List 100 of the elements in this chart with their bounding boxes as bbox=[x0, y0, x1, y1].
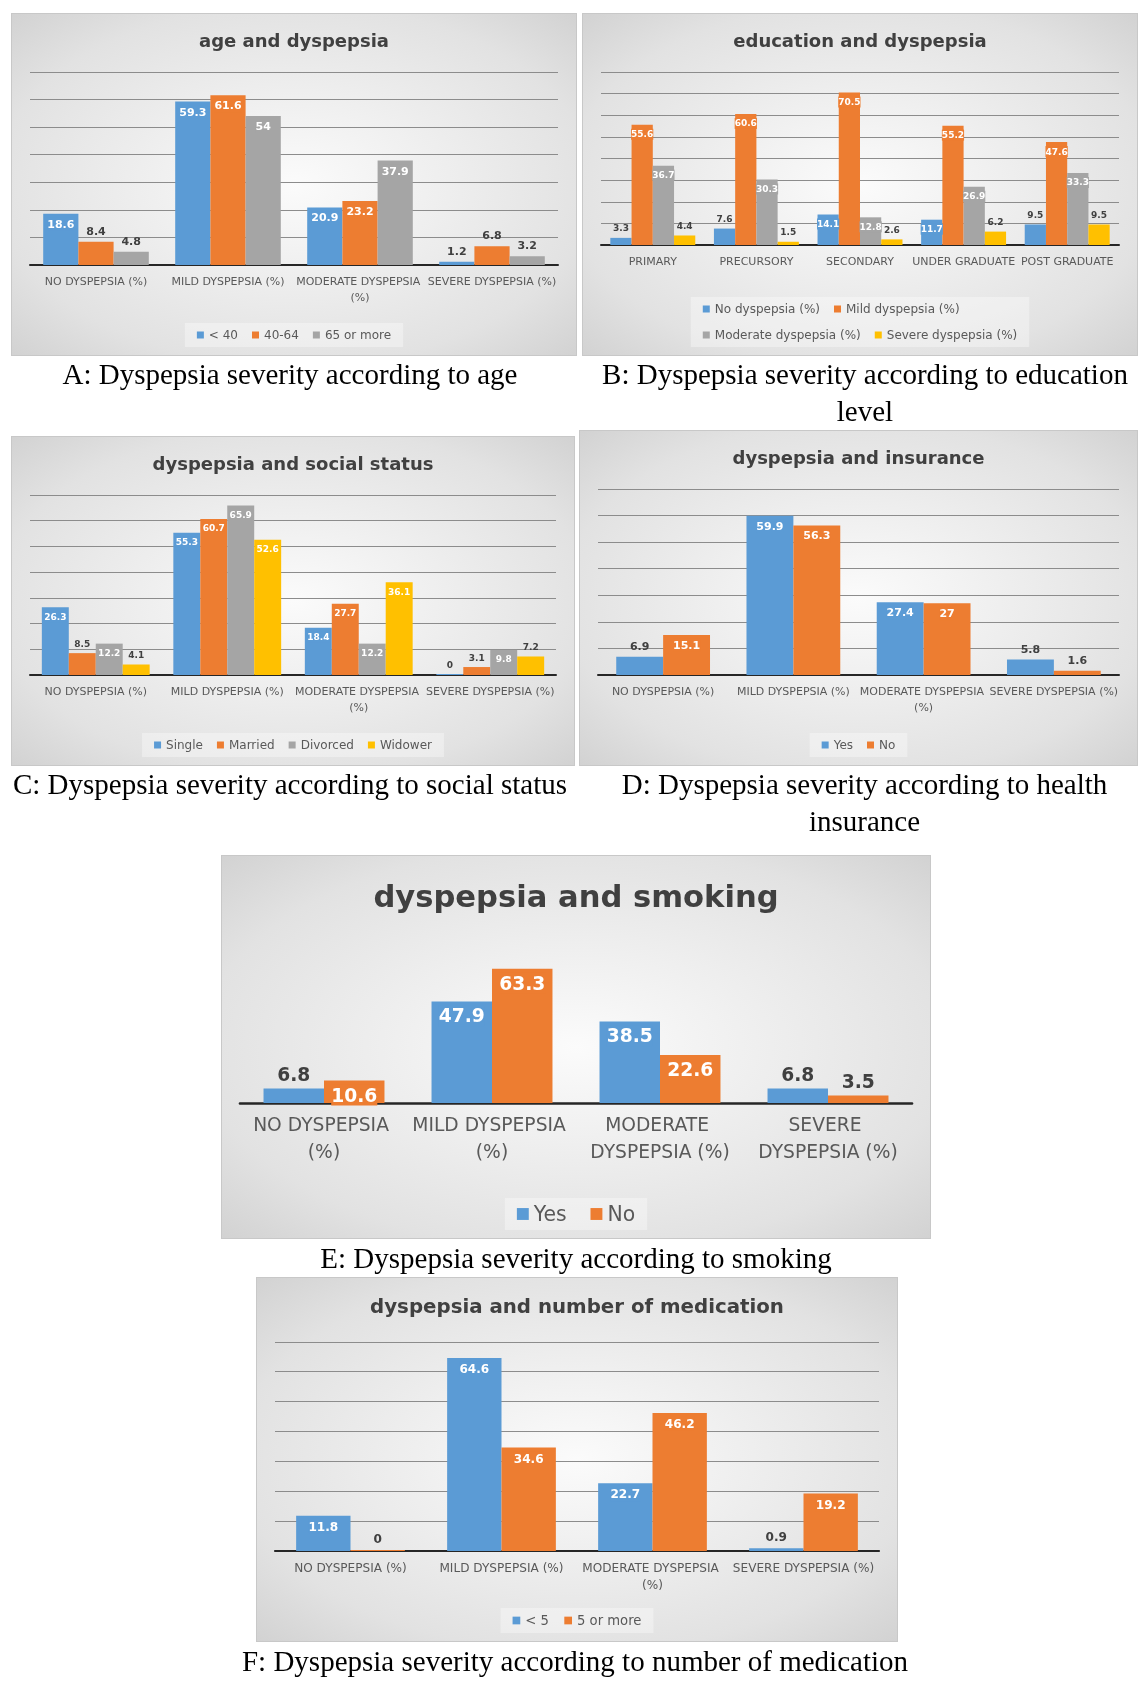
data-label: 63.3 bbox=[499, 972, 546, 994]
data-label: 38.5 bbox=[606, 1025, 653, 1047]
legend-label: Mild dyspepsia (%) bbox=[846, 302, 960, 316]
bar bbox=[200, 518, 228, 675]
data-label: 18.6 bbox=[47, 217, 75, 231]
x-tick-label: MODERATE DYSPEPSIA (%) bbox=[296, 274, 424, 304]
data-label: 47.6 bbox=[1045, 146, 1068, 157]
bar bbox=[942, 125, 964, 245]
bar bbox=[501, 1447, 556, 1551]
bar bbox=[674, 235, 696, 245]
data-label: 3.5 bbox=[841, 1070, 875, 1092]
data-label: 4.4 bbox=[676, 220, 693, 231]
data-label: 64.6 bbox=[459, 1361, 490, 1376]
legend-label: 65 or more bbox=[324, 328, 392, 342]
chart-title: dyspepsia and social status bbox=[152, 452, 434, 474]
bar bbox=[598, 1483, 653, 1551]
data-label: 9.5 bbox=[1027, 209, 1044, 220]
bar bbox=[68, 653, 96, 675]
legend-label: < 5 bbox=[525, 1613, 549, 1628]
data-label: 9.5 bbox=[1091, 209, 1108, 220]
data-label: 3.1 bbox=[468, 652, 485, 663]
x-tick-label: MILD DYSPEPSIA (%) bbox=[170, 684, 284, 698]
data-label: 11.8 bbox=[308, 1519, 339, 1534]
bar bbox=[713, 228, 736, 245]
data-label: 55.6 bbox=[631, 129, 654, 140]
text: A: Dyspepsia severity according to age bbox=[61, 357, 519, 392]
data-label: 56.3 bbox=[803, 529, 831, 543]
bar bbox=[175, 101, 211, 265]
text: D: Dyspepsia severity according to health insurance bbox=[620, 767, 1109, 839]
bar bbox=[474, 246, 510, 265]
bar bbox=[1088, 224, 1110, 245]
x-tick-label: MODERATE DYSPEPSIA (%) bbox=[294, 684, 423, 714]
legend-label: No dyspepsia (%) bbox=[714, 302, 821, 316]
data-label: 1.2 bbox=[447, 244, 467, 258]
data-label: 14.1 bbox=[817, 219, 840, 230]
data-label: 70.5 bbox=[838, 97, 861, 108]
legend-label: Severe dyspepsia (%) bbox=[886, 328, 1018, 342]
data-label: 6.8 bbox=[781, 1063, 815, 1085]
bar bbox=[227, 505, 255, 675]
data-label: 19.2 bbox=[815, 1497, 846, 1512]
bar bbox=[113, 251, 149, 265]
bar bbox=[122, 664, 150, 675]
data-label: 33.3 bbox=[1066, 177, 1089, 188]
legend-label: Yes bbox=[532, 1202, 567, 1226]
bar bbox=[210, 95, 246, 265]
x-tick-label: MILD DYSPEPSIA (%) bbox=[412, 1114, 572, 1163]
legend-label: < 40 bbox=[208, 328, 239, 342]
legend-label: Married bbox=[228, 738, 275, 752]
text: C: Dyspepsia severity according to social status bbox=[11, 767, 569, 802]
data-label: 3.2 bbox=[517, 239, 537, 253]
x-tick-label: SEVERE DYSPEPSIA (%) bbox=[732, 1560, 875, 1575]
data-label: 12.8 bbox=[859, 221, 882, 232]
text: B: Dyspepsia severity according to education level bbox=[601, 357, 1129, 429]
x-tick-label: NO DYSPEPSIA (%) bbox=[44, 684, 147, 698]
x-tick-label: SECONDARY bbox=[826, 254, 895, 268]
legend-label: 40-64 bbox=[264, 328, 299, 342]
bar bbox=[342, 201, 378, 265]
bar bbox=[463, 667, 491, 675]
data-label: 6.8 bbox=[482, 229, 502, 243]
data-label: 55.2 bbox=[941, 130, 965, 141]
data-label: 46.2 bbox=[664, 1416, 695, 1431]
data-label: 0 bbox=[446, 659, 453, 670]
data-label: 30.3 bbox=[755, 183, 779, 194]
bar bbox=[377, 160, 413, 265]
bar bbox=[767, 1088, 828, 1103]
bar bbox=[735, 113, 757, 245]
chart-title: dyspepsia and insurance bbox=[732, 446, 985, 468]
data-label: 52.6 bbox=[256, 544, 279, 555]
x-tick-label: MILD DYSPEPSIA (%) bbox=[171, 274, 285, 288]
data-label: 6.9 bbox=[629, 639, 650, 653]
data-label: 60.6 bbox=[734, 118, 757, 129]
legend-label: Yes bbox=[832, 738, 854, 752]
data-label: 4.8 bbox=[121, 234, 141, 248]
data-label: 12.2 bbox=[361, 648, 384, 659]
bar bbox=[777, 241, 799, 245]
legend-label: Moderate dyspepsia (%) bbox=[714, 328, 861, 342]
bar bbox=[447, 1357, 502, 1551]
legend-label: Divorced bbox=[300, 738, 354, 752]
data-label: 47.9 bbox=[438, 1005, 485, 1027]
data-label: 0.9 bbox=[765, 1530, 788, 1545]
data-label: 22.7 bbox=[610, 1487, 641, 1502]
x-tick-label: SEVERE DYSPEPSIA (%) bbox=[425, 684, 555, 698]
x-tick-label: MODERATE DYSPEPSIA (%) bbox=[859, 684, 988, 714]
data-label: 27.4 bbox=[886, 606, 915, 620]
x-tick-label: UNDER GRADUATE bbox=[912, 254, 1016, 268]
chart-title: education and dyspepsia bbox=[733, 29, 987, 51]
data-label: 12.2 bbox=[98, 648, 121, 659]
bar bbox=[517, 656, 545, 675]
data-label: 18.4 bbox=[307, 632, 330, 643]
bar bbox=[923, 603, 971, 675]
data-label: 2.6 bbox=[883, 224, 900, 235]
bar bbox=[828, 1095, 889, 1103]
x-tick-label: SEVERE DYSPEPSIA (%) bbox=[427, 274, 557, 288]
chart-title: age and dyspepsia bbox=[199, 29, 389, 51]
data-label: 54 bbox=[255, 120, 272, 134]
data-label: 59.9 bbox=[756, 519, 784, 533]
x-tick-label: NO DYSPEPSIA (%) bbox=[611, 684, 715, 698]
x-tick-label: MILD DYSPEPSIA (%) bbox=[736, 684, 850, 698]
data-label: 4.1 bbox=[128, 649, 145, 660]
legend-label: No bbox=[607, 1202, 636, 1226]
